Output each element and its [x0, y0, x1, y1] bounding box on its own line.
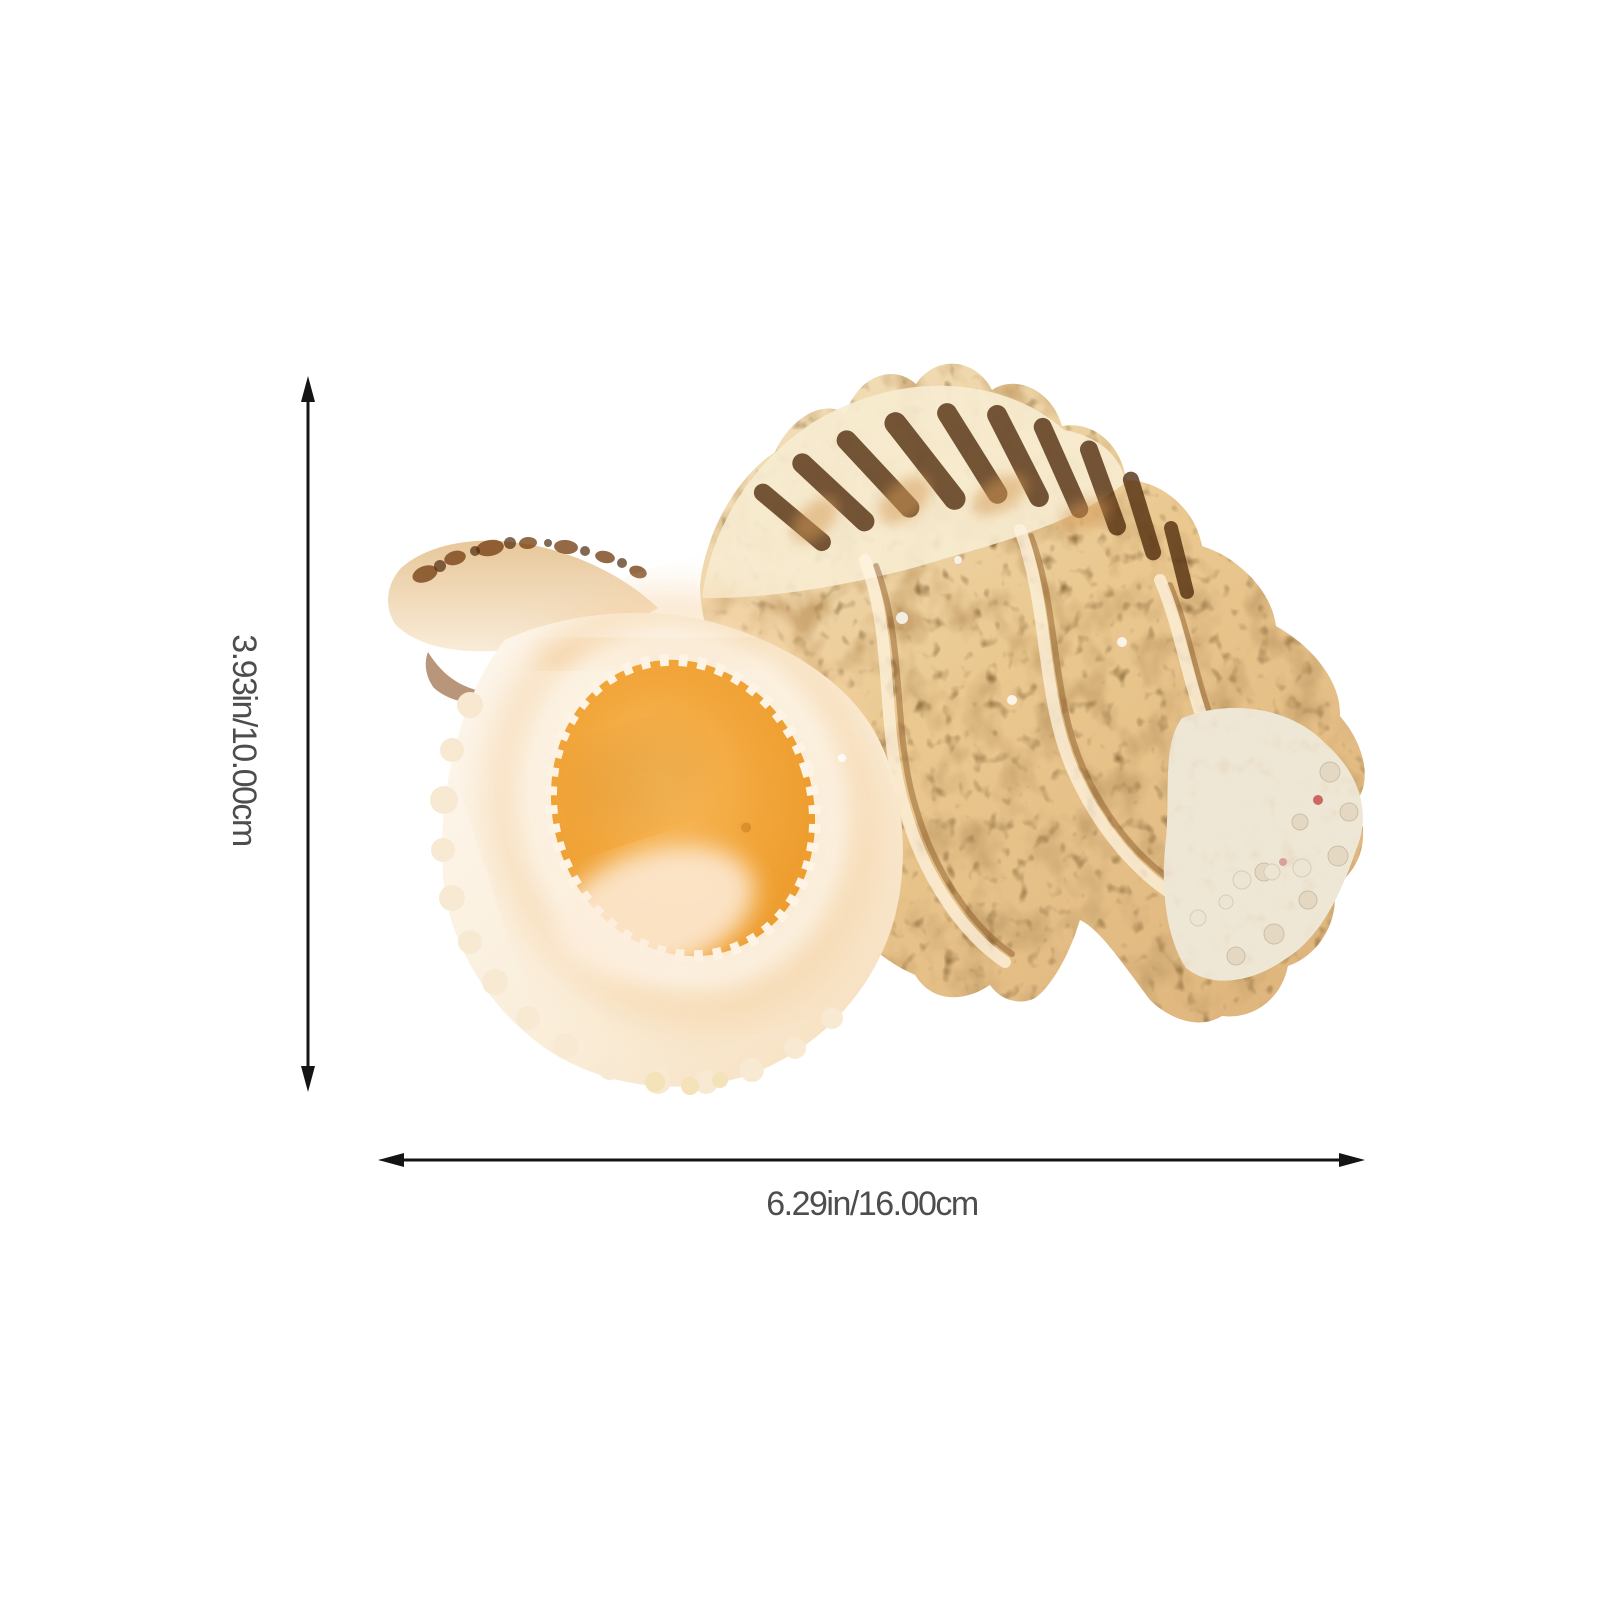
spire-tan-patches: [792, 474, 1110, 543]
width-dimension-label: 6.29in/16.00cm: [766, 1185, 979, 1223]
shell-spire: [702, 385, 1194, 600]
wing-notch-curl: [425, 652, 500, 703]
height-dimension-label: 3.93in/10.00cm: [225, 634, 263, 846]
shell-glints: [838, 556, 1127, 762]
shell-aperture: [517, 626, 849, 990]
height-arrow: [301, 376, 315, 1092]
aperture-haze: [556, 845, 755, 976]
width-arrow: [378, 1153, 1365, 1167]
aperture-teeth: [544, 653, 822, 963]
lip-bottom-knobs: [645, 1072, 728, 1095]
shell-tail: [1163, 707, 1364, 981]
seashell: [388, 363, 1365, 1095]
pink-speck: [1279, 858, 1287, 866]
red-speck: [1313, 795, 1323, 805]
lip-scallops: [430, 692, 843, 1094]
tail-teeth: [1189, 858, 1312, 927]
